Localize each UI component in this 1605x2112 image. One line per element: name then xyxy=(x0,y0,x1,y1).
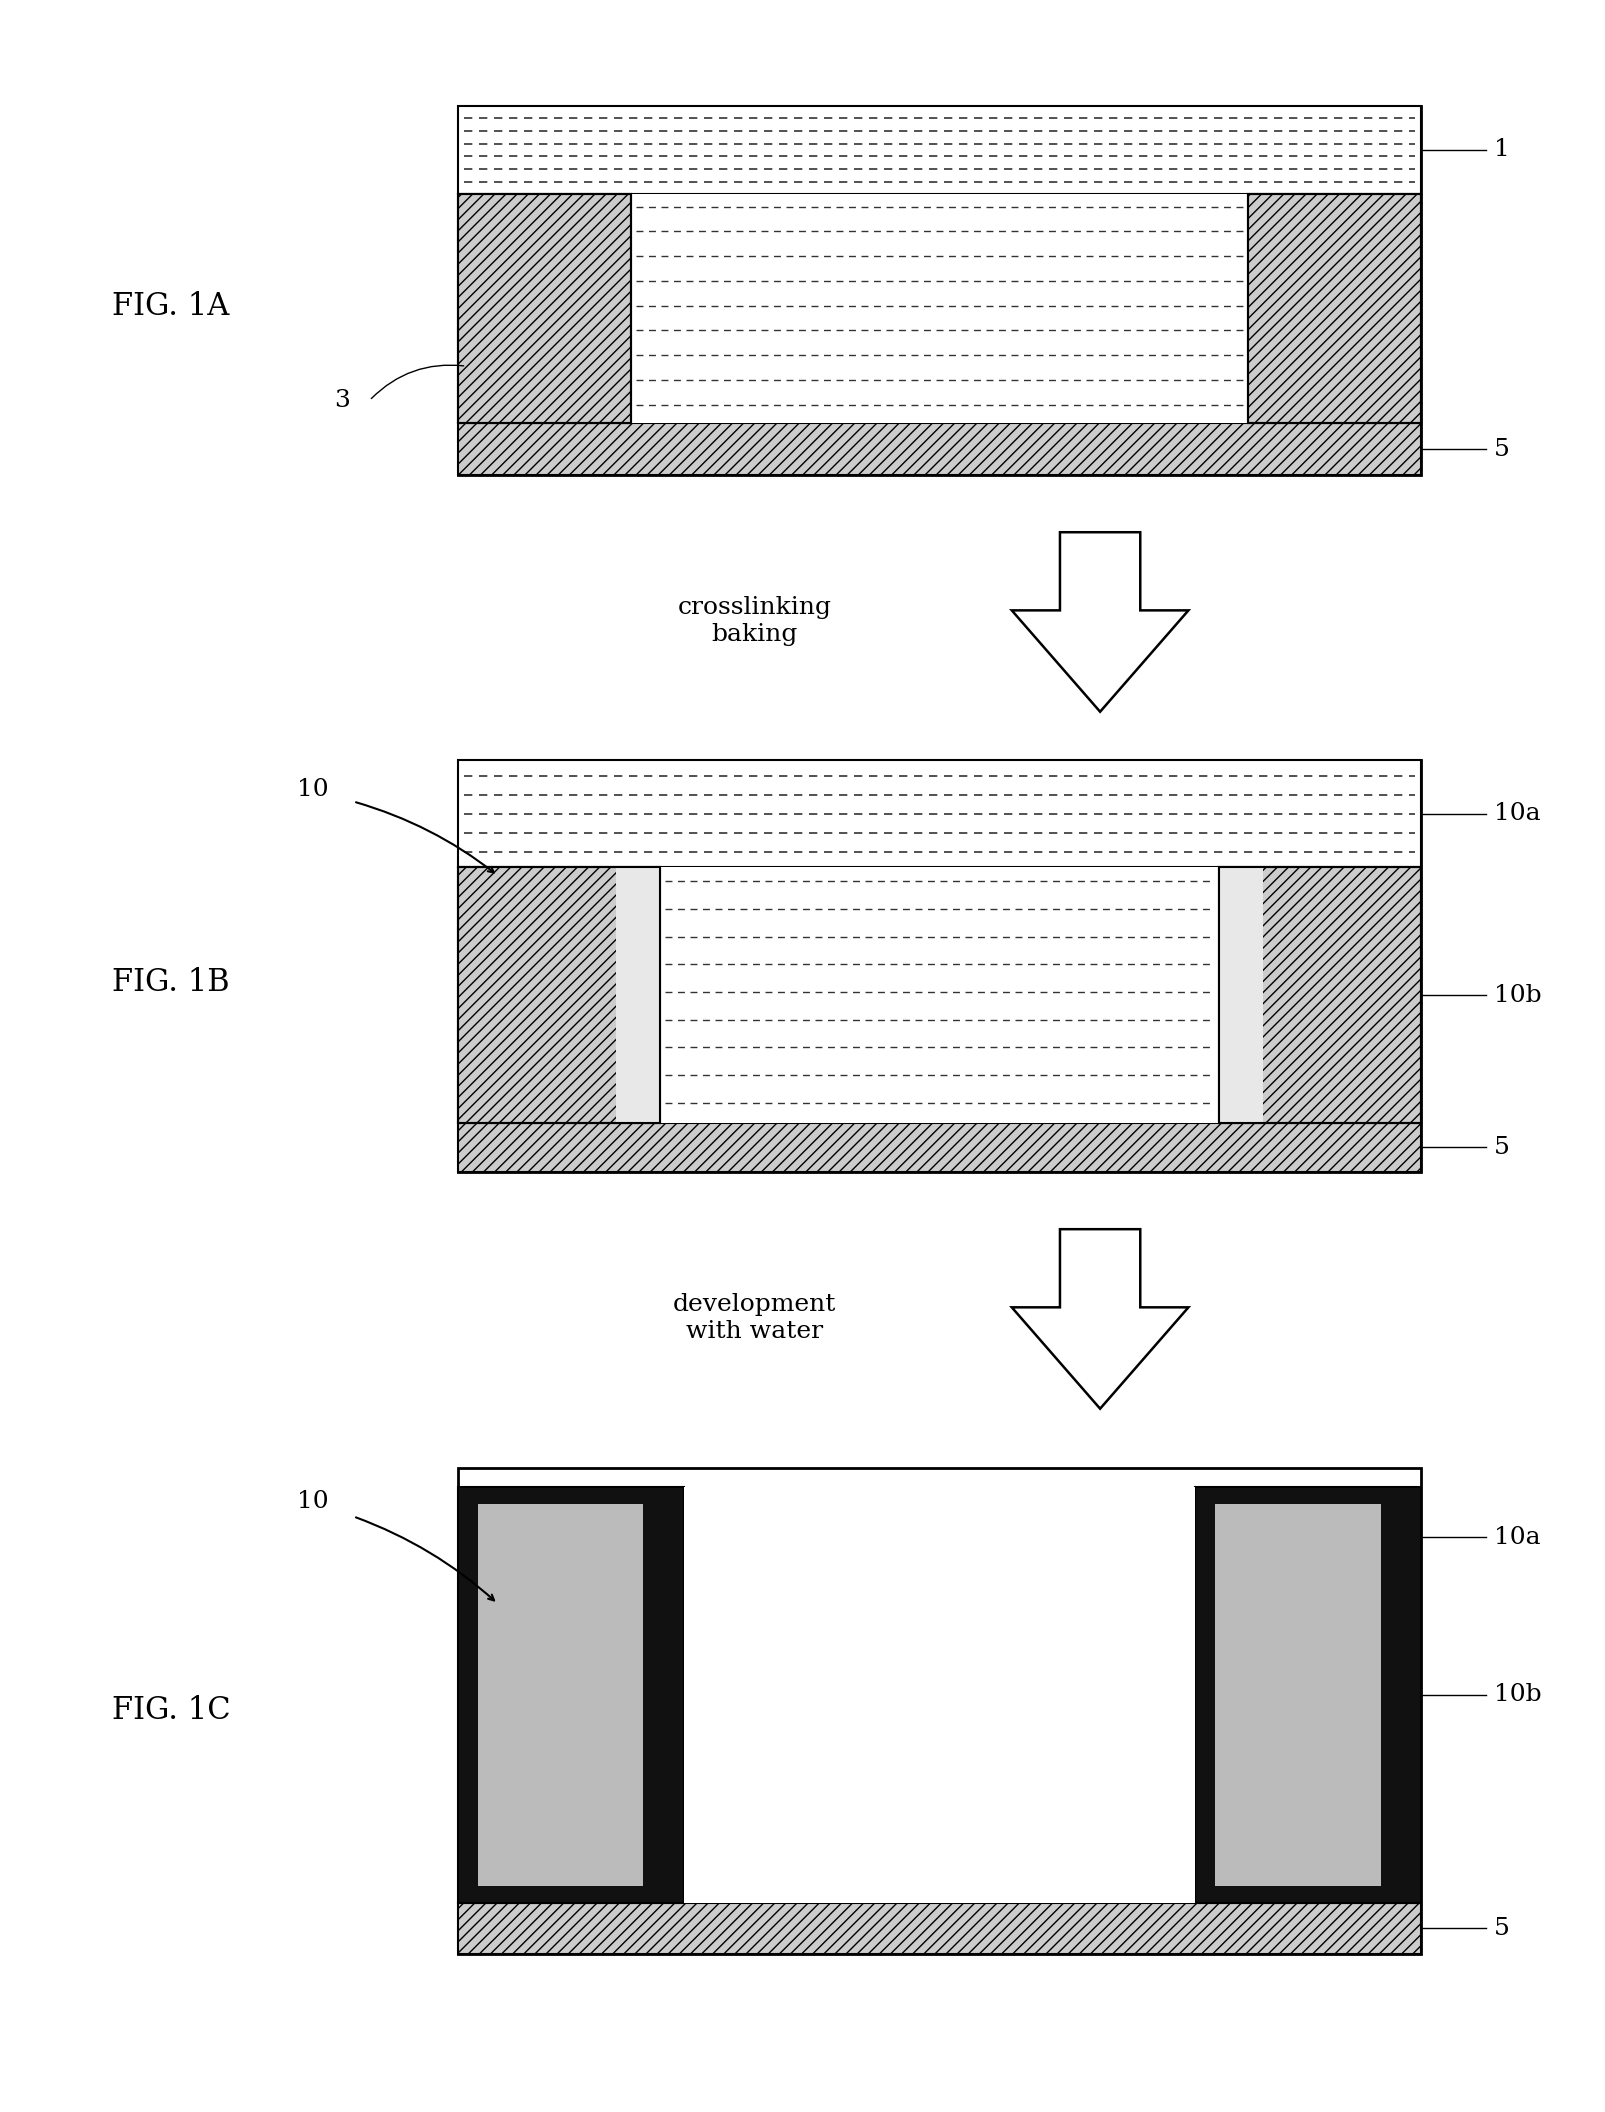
Text: 10b: 10b xyxy=(1493,1683,1541,1706)
Bar xyxy=(1218,868,1420,1124)
Text: 10: 10 xyxy=(297,777,329,800)
Bar xyxy=(631,194,1247,422)
Bar xyxy=(457,868,660,1124)
Bar xyxy=(457,1124,1420,1172)
Bar xyxy=(457,194,631,422)
Bar xyxy=(615,868,660,1124)
Bar xyxy=(457,106,1420,475)
Text: FIG. 1A: FIG. 1A xyxy=(112,291,230,321)
Polygon shape xyxy=(1011,1229,1188,1409)
Bar xyxy=(457,422,1420,475)
Text: 10a: 10a xyxy=(1493,1525,1539,1548)
Text: 1: 1 xyxy=(1493,139,1509,161)
Text: 5: 5 xyxy=(1493,1916,1509,1939)
Text: FIG. 1C: FIG. 1C xyxy=(112,1696,231,1726)
Bar xyxy=(1215,1504,1380,1886)
Bar xyxy=(457,760,1420,868)
Bar xyxy=(457,1468,1420,1954)
Bar xyxy=(457,106,1420,194)
Bar xyxy=(684,1487,1194,1903)
Bar xyxy=(457,1487,684,1903)
Bar xyxy=(1218,868,1420,1124)
Bar xyxy=(478,1504,644,1886)
Text: 5: 5 xyxy=(1493,437,1509,460)
Text: development
with water: development with water xyxy=(672,1293,836,1343)
Bar xyxy=(1247,194,1420,422)
Bar xyxy=(457,868,660,1124)
Text: crosslinking
baking: crosslinking baking xyxy=(677,596,831,646)
Polygon shape xyxy=(1011,532,1188,712)
Text: 10a: 10a xyxy=(1493,803,1539,826)
Text: 3: 3 xyxy=(334,389,350,412)
Text: FIG. 1B: FIG. 1B xyxy=(112,967,230,997)
Bar xyxy=(457,760,1420,1172)
Bar xyxy=(457,1903,1420,1954)
Bar xyxy=(1218,868,1263,1124)
Bar xyxy=(1194,1487,1420,1903)
Text: 10b: 10b xyxy=(1493,984,1541,1007)
Bar xyxy=(457,194,631,422)
Text: 10: 10 xyxy=(297,1491,329,1514)
Bar xyxy=(660,868,1218,1124)
Bar xyxy=(1247,194,1420,422)
Text: 5: 5 xyxy=(1493,1136,1509,1159)
